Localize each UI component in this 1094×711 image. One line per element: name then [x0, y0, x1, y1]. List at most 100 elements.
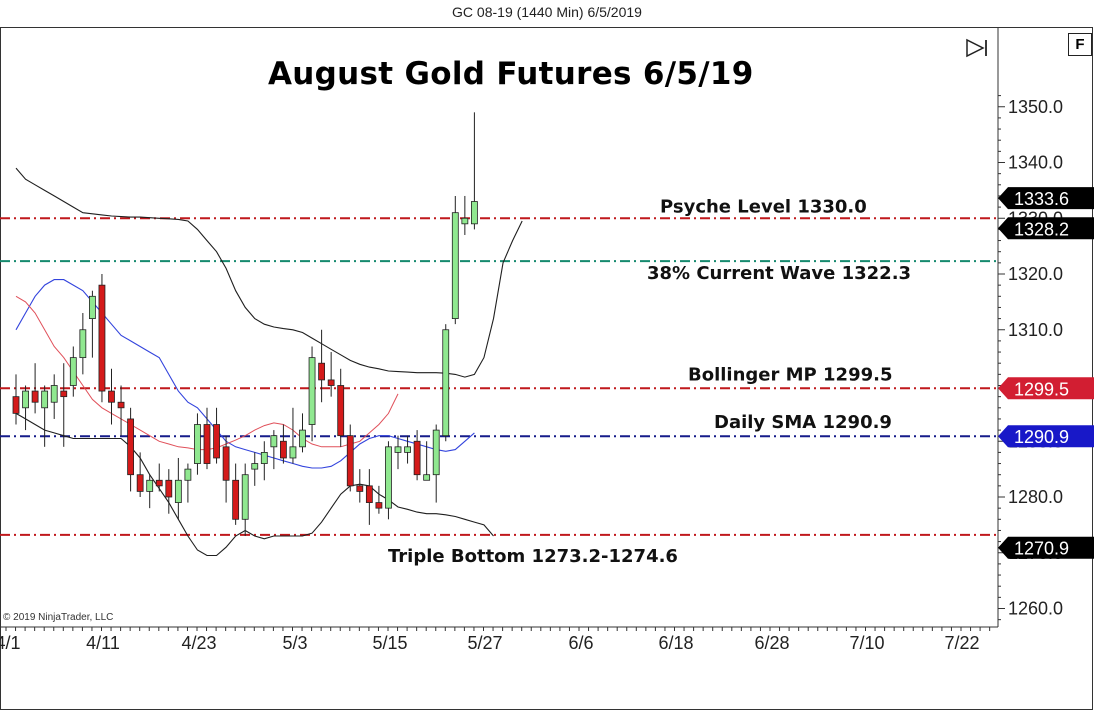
candle — [404, 435, 411, 464]
candle-body — [155, 479, 163, 487]
y-tick-label: 1320.0 — [1008, 264, 1063, 284]
candle-body — [289, 446, 297, 459]
chart-title: August Gold Futures 6/5/19 — [268, 56, 754, 92]
x-tick-label: 5/27 — [467, 633, 502, 653]
candle-body — [394, 446, 402, 453]
level-label: Bollinger MP 1299.5 — [688, 364, 892, 385]
candle-body — [165, 479, 173, 498]
candle — [79, 313, 87, 375]
candle — [442, 324, 450, 442]
candle — [327, 352, 335, 397]
candle-body — [423, 474, 431, 481]
skip-to-end-icon[interactable] — [965, 38, 991, 58]
candle — [165, 469, 173, 514]
candle-body — [270, 435, 278, 448]
candle-body — [404, 446, 411, 453]
candle — [136, 452, 144, 497]
candle-body — [79, 329, 87, 359]
x-tick-label: 4/11 — [86, 633, 120, 653]
candle — [270, 430, 278, 470]
price-tag: 1270.9 — [998, 536, 1094, 559]
candle — [461, 195, 469, 235]
candle — [423, 441, 431, 481]
level-label: Psyche Level 1330.0 — [660, 196, 867, 217]
bollinger-upper-line — [15, 167, 523, 378]
candle-body — [174, 479, 182, 503]
candle — [279, 424, 287, 464]
candle-body — [127, 418, 134, 476]
candle-body — [442, 329, 450, 437]
price-tag-bg — [998, 217, 1094, 240]
candle — [385, 441, 392, 520]
candle-body — [117, 401, 125, 409]
candle-body — [108, 390, 115, 403]
price-tag: 1333.6 — [998, 187, 1094, 210]
x-tick-label: 6/28 — [754, 633, 789, 653]
candle — [260, 441, 268, 481]
candle — [22, 385, 29, 431]
candle — [69, 346, 77, 397]
candle-body — [31, 390, 39, 403]
candle — [346, 424, 354, 492]
candle — [146, 474, 154, 509]
price-tag-bg — [998, 377, 1094, 400]
candle-body — [136, 474, 144, 492]
candle — [222, 435, 230, 503]
candle — [194, 413, 201, 475]
candle — [299, 413, 306, 453]
candle — [375, 485, 383, 514]
bollinger-lower-line — [15, 412, 494, 557]
candle-body — [22, 390, 29, 409]
candle-body — [203, 424, 211, 464]
candle — [89, 290, 96, 358]
level-label: Daily SMA 1290.9 — [714, 412, 892, 433]
x-tick-label: 6/18 — [658, 633, 693, 653]
format-button[interactable]: F — [1068, 33, 1092, 56]
candle-body — [60, 390, 68, 398]
x-tick-label: 6/6 — [568, 633, 593, 653]
candle-body — [146, 479, 154, 492]
candle-body — [41, 390, 49, 409]
price-tag-bg — [998, 536, 1094, 559]
price-tag-label: 1270.9 — [1014, 539, 1069, 559]
candle — [232, 463, 240, 525]
candle — [98, 274, 106, 403]
candle-body — [279, 440, 287, 459]
chart-frame — [0, 27, 1093, 710]
candle-body — [365, 485, 373, 503]
candle-body — [89, 295, 96, 319]
candle — [184, 463, 192, 503]
y-tick-label: 1350.0 — [1008, 97, 1063, 117]
price-tag-bg — [998, 425, 1094, 448]
level-label: Triple Bottom 1273.2-1274.6 — [388, 546, 678, 567]
candle — [337, 368, 345, 447]
candle-body — [69, 357, 77, 386]
candle-body — [327, 379, 335, 386]
candle-body — [413, 440, 421, 476]
candle-body — [194, 424, 201, 464]
level-label: 38% Current Wave 1322.3 — [647, 263, 911, 284]
candle — [451, 195, 459, 325]
candle-body — [318, 362, 326, 381]
candle — [365, 469, 373, 525]
candle-body — [260, 451, 268, 464]
candle — [41, 385, 49, 447]
candle-body — [241, 474, 249, 520]
candle — [203, 407, 211, 470]
candle-body — [356, 485, 364, 492]
price-tag: 1299.5 — [998, 377, 1094, 400]
candle — [50, 374, 58, 419]
price-tag-label: 1328.2 — [1014, 219, 1069, 239]
candle-body — [251, 463, 259, 470]
candle — [318, 329, 326, 403]
candle-body — [461, 217, 469, 225]
x-tick-label: 7/10 — [849, 633, 884, 653]
candle-body — [184, 468, 192, 481]
candle — [12, 374, 20, 425]
y-tick-label: 1310.0 — [1008, 320, 1063, 340]
candle — [413, 430, 421, 481]
price-tag: 1328.2 — [998, 217, 1094, 240]
candle-body — [432, 429, 440, 476]
candle-body — [232, 479, 240, 520]
